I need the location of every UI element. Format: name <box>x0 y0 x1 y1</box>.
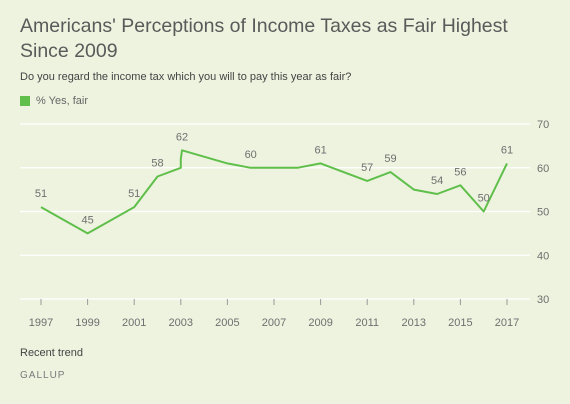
gridlines <box>20 123 530 300</box>
data-label: 57 <box>361 162 373 174</box>
y-tick-label: 30 <box>537 294 549 306</box>
x-tick-label: 2007 <box>262 317 286 329</box>
x-tick-label: 2011 <box>355 317 379 329</box>
x-tick-label: 2009 <box>308 317 332 329</box>
data-labels: 51 45 51 58 62 60 61 57 59 54 56 50 61 <box>35 131 513 226</box>
y-tick-label: 40 <box>537 250 549 262</box>
y-axis-ticks: 30 40 50 60 70 <box>537 119 549 306</box>
legend-swatch <box>20 96 30 106</box>
footnote: Recent trend <box>20 347 83 359</box>
x-tick-label: 2001 <box>122 317 146 329</box>
data-label: 59 <box>384 153 396 165</box>
chart-title: Americans' Perceptions of Income Taxes a… <box>20 15 508 62</box>
x-tick-label: 1997 <box>29 317 53 329</box>
y-tick-label: 60 <box>537 163 549 175</box>
data-label: 45 <box>81 214 93 226</box>
data-label: 61 <box>314 144 326 156</box>
brand-logo-text: GALLUP <box>20 370 66 381</box>
data-label: 62 <box>176 131 188 143</box>
x-tick-label: 2003 <box>169 317 193 329</box>
x-tick-label: 2017 <box>495 317 519 329</box>
data-label: 61 <box>501 144 513 156</box>
data-label: 54 <box>431 175 443 187</box>
series-line <box>40 149 508 235</box>
x-tick-label: 2015 <box>448 317 472 329</box>
data-label: 58 <box>151 158 163 170</box>
legend-label: % Yes, fair <box>36 95 88 107</box>
data-label: 50 <box>478 193 490 205</box>
data-label: 51 <box>128 188 140 200</box>
y-tick-label: 50 <box>537 207 549 219</box>
x-tick-label: 2005 <box>215 317 239 329</box>
legend: % Yes, fair <box>20 95 88 107</box>
x-axis-ticks: 1997 1999 2001 2003 2005 2007 2009 2011 2013 2015… <box>29 299 519 329</box>
x-tick-label: 2013 <box>402 317 426 329</box>
y-tick-label: 70 <box>537 119 549 131</box>
x-tick-label: 1999 <box>75 317 99 329</box>
chart-subtitle: Do you regard the income tax which you w… <box>20 71 352 83</box>
data-label: 60 <box>245 149 257 161</box>
data-label: 51 <box>35 188 47 200</box>
series-line-0 <box>40 149 508 235</box>
data-label: 56 <box>454 166 466 178</box>
